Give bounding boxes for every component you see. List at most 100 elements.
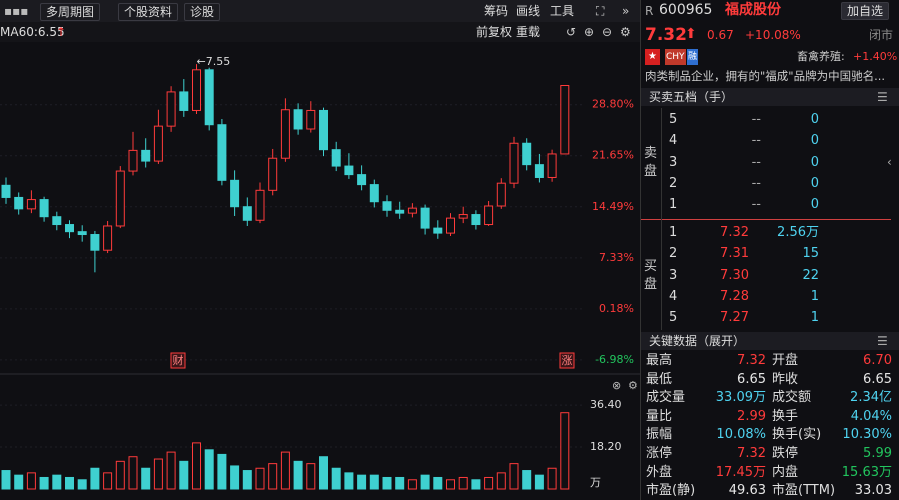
flag: ★ — [645, 49, 660, 65]
level: 3 — [669, 154, 678, 170]
key-value: 15.63万 — [841, 464, 892, 480]
candle-body — [128, 149, 138, 172]
close-icon[interactable]: ⊗ — [612, 379, 621, 392]
y-tick-label: 28.80% — [592, 98, 634, 111]
buy-price: 7.32 — [720, 225, 749, 240]
buy-volume: 1 — [810, 288, 819, 304]
volume-bar — [382, 476, 392, 490]
key-label: 涨停 — [646, 446, 673, 461]
volume-bar — [26, 472, 36, 490]
stock-code: 600965 — [659, 2, 713, 18]
key-label: 换手(实) — [772, 427, 822, 443]
toolbar-button[interactable]: 工具 — [550, 4, 575, 18]
key-label: 内盘 — [772, 464, 799, 480]
volume-bar — [509, 463, 519, 490]
candle-body — [204, 69, 214, 126]
chart-option[interactable]: 前复权 — [476, 25, 513, 39]
candle-body — [14, 196, 24, 210]
volume-bar — [1, 470, 11, 490]
sector: 畜禽养殖: — [797, 50, 845, 63]
key-value: 33.03 — [854, 483, 892, 499]
tag: CHY — [665, 49, 686, 65]
toolbar-button[interactable]: 画线 — [516, 4, 541, 18]
add-watchlist[interactable]: 加自选 — [841, 2, 890, 20]
volume-bar — [433, 476, 443, 490]
sell-price: -- — [751, 133, 761, 149]
expand-icon[interactable]: ⛶ — [596, 4, 605, 18]
key-value: 10.30% — [842, 427, 892, 443]
key-value: 49.63 — [728, 483, 766, 499]
key-label: 昨收 — [772, 371, 799, 387]
sell-price: -- — [751, 175, 761, 191]
toolbar-button[interactable]: 筹码 — [484, 4, 509, 18]
change: 0.67 — [707, 28, 734, 42]
collapse-icon[interactable]: » — [622, 4, 630, 18]
candle-body — [357, 174, 367, 186]
volume-bar — [52, 474, 62, 490]
menu-icon[interactable]: ▪▪▪ — [4, 4, 29, 18]
level: 2 — [669, 175, 678, 191]
key-label: 跌停 — [772, 446, 799, 461]
buy-volume: 22 — [802, 267, 819, 283]
candle-body — [141, 149, 151, 162]
volume-bar — [153, 458, 163, 490]
ma-arrow: ↑ — [56, 25, 67, 39]
level: 4 — [669, 288, 678, 304]
candle-body — [280, 109, 290, 159]
menu-icon[interactable]: ☰ — [877, 334, 888, 348]
level: 5 — [669, 112, 678, 127]
candle-body — [192, 69, 201, 111]
key-value: 5.99 — [863, 446, 892, 461]
candle-body — [560, 84, 570, 155]
volume-bar — [471, 479, 481, 490]
volume-bar — [77, 479, 87, 490]
key-value: 6.70 — [863, 353, 892, 368]
menu-icon[interactable]: ☰ — [877, 90, 888, 104]
chart-icon[interactable]: ⚙ — [620, 25, 631, 39]
candle-body — [1, 184, 11, 198]
ma-label: MA60:6.55 — [0, 25, 65, 39]
level: 3 — [669, 267, 678, 283]
sell-price: -- — [751, 112, 761, 127]
key-value: 7.32 — [737, 353, 766, 368]
key-value: 7.32 — [737, 446, 766, 461]
toolbar-button[interactable]: 诊股 — [184, 3, 221, 21]
chart-option[interactable]: 重载 — [516, 25, 541, 39]
level: 1 — [669, 197, 678, 213]
volume-bar — [331, 467, 341, 490]
chart-icon[interactable]: ↺ — [566, 25, 577, 39]
sell-volume: 0 — [810, 175, 819, 191]
sell-label: 卖盘 — [644, 146, 658, 179]
candle-body — [496, 182, 506, 207]
collapse-arrow: ‹ — [887, 155, 892, 169]
key-label: 最高 — [646, 353, 673, 368]
key-value: 4.04% — [850, 408, 892, 424]
toolbar-button[interactable]: 个股资料 — [118, 3, 179, 21]
key-label: 市盈(静) — [646, 483, 696, 499]
candle-body — [217, 124, 227, 181]
volume-bar — [496, 472, 506, 490]
candle-body — [471, 214, 481, 226]
sell-volume: 0 — [810, 197, 819, 213]
chart-icon[interactable]: ⊕ — [584, 25, 595, 39]
y-tick-label: 7.33% — [599, 251, 634, 264]
volume-bar — [280, 451, 290, 490]
tag: 融 — [687, 49, 699, 65]
chart-icon[interactable]: ⊖ — [602, 25, 613, 39]
toolbar-button[interactable]: 多周期图 — [40, 3, 101, 21]
volume-bar — [141, 467, 151, 490]
candle-body — [522, 142, 532, 166]
buy-price: 7.27 — [720, 310, 749, 326]
volume-bar — [115, 460, 125, 490]
candle-body — [382, 201, 392, 211]
sell-volume: 0 — [810, 112, 819, 127]
buy-label: 买盘 — [644, 259, 658, 292]
candle-body — [306, 109, 316, 130]
buy-volume: 1 — [810, 310, 819, 326]
volume-bar — [560, 412, 570, 490]
y-tick-label: 36.40 — [590, 398, 622, 411]
volume-bar — [39, 476, 49, 490]
settings-icon[interactable]: ⚙ — [628, 379, 638, 392]
buy-volume: 2.56万 — [777, 225, 819, 240]
up-arrow: ⬆ — [685, 26, 697, 42]
